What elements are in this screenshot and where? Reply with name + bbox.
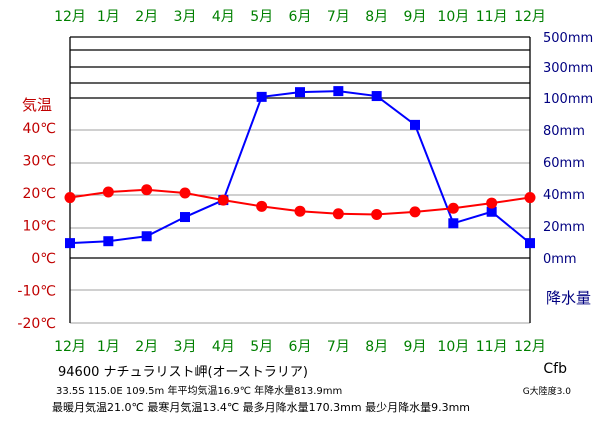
temperature-tick-label: -10℃ [17, 284, 56, 300]
month-label: 10月 [437, 339, 469, 355]
month-label: 2月 [135, 9, 158, 25]
temperature-point [256, 200, 268, 212]
month-label: 12月 [54, 339, 86, 355]
month-labels-bottom: 12月 1月 2月 3月 4月 5月 6月 7月 8月 9月 10月 11月 12月 [54, 339, 546, 355]
precipitation-point [525, 238, 535, 249]
temperature-point [217, 194, 229, 206]
precipitation-tick-label: 80mm [543, 124, 585, 139]
temperature-point [332, 208, 344, 220]
precipitation-point [256, 91, 267, 102]
temperature-point [64, 192, 76, 204]
precipitation-line [69, 90, 531, 245]
station-name: 94600 ナチュラリスト岬(オーストラリア) [58, 365, 308, 380]
month-label: 2月 [135, 339, 158, 355]
station-info-line-2: 最暖月気温21.0℃ 最寒月気温13.4℃ 最多月降水量170.3mm 最少月降… [52, 401, 471, 414]
chart-grid [70, 36, 530, 324]
temperature-tick-label: 20℃ [22, 186, 56, 202]
month-label: 4月 [212, 9, 235, 25]
continentality-index: G大陸度3.0 [522, 387, 571, 397]
month-label: 8月 [365, 9, 388, 25]
month-label: 5月 [250, 339, 273, 355]
month-label: 11月 [476, 9, 508, 25]
month-label: 9月 [404, 9, 427, 25]
month-label: 6月 [289, 339, 312, 355]
precipitation-point [65, 238, 75, 249]
temperature-point [524, 192, 536, 204]
chart-footer: 94600 ナチュラリスト岬(オーストラリア) 33.5S 115.0E 109… [0, 360, 611, 425]
temperature-tick-label: -20℃ [17, 316, 56, 332]
precipitation-point [141, 231, 152, 242]
precipitation-axis-title: 降水量 [546, 289, 591, 307]
month-label: 12月 [514, 9, 546, 25]
temperature-tick-label: 10℃ [22, 219, 56, 235]
temperature-series [64, 184, 536, 220]
precipitation-point [333, 86, 344, 97]
precipitation-point [295, 87, 305, 98]
precipitation-point [371, 91, 382, 102]
month-label: 4月 [212, 339, 235, 355]
month-label: 6月 [289, 9, 312, 25]
month-label: 5月 [250, 9, 273, 25]
temperature-point [294, 205, 306, 217]
month-label: 12月 [514, 339, 546, 355]
precipitation-point [180, 212, 190, 223]
temperature-point [486, 197, 498, 209]
temperature-point [447, 202, 459, 214]
temperature-point [371, 208, 383, 220]
precipitation-point [103, 236, 114, 247]
precipitation-point [410, 119, 420, 130]
precipitation-point [486, 206, 497, 217]
temperature-tick-label: 0℃ [31, 251, 56, 267]
chart-axes [69, 37, 531, 323]
month-label: 3月 [174, 339, 197, 355]
precipitation-tick-label: 100mm [543, 92, 593, 107]
precipitation-tick-label: 0mm [543, 252, 577, 267]
month-label: 9月 [404, 339, 427, 355]
month-label: 12月 [54, 9, 86, 25]
month-label: 7月 [327, 9, 350, 25]
precipitation-tick-label: 60mm [543, 156, 585, 171]
precipitation-tick-label: 40mm [543, 188, 585, 203]
temperature-point [102, 186, 114, 198]
month-label: 10月 [437, 9, 469, 25]
precipitation-tick-labels: 0mm 20mm 40mm 60mm 80mm 100mm 300mm 500mm [543, 31, 593, 267]
precipitation-tick-label: 300mm [543, 61, 593, 76]
month-label: 8月 [365, 339, 388, 355]
month-label: 1月 [97, 339, 120, 355]
temperature-point [141, 184, 153, 196]
precipitation-tick-label: 500mm [543, 31, 593, 46]
month-label: 1月 [97, 9, 120, 25]
temperature-tick-labels: 40℃ 30℃ 20℃ 10℃ 0℃ -10℃ -20℃ [17, 121, 56, 332]
month-label: 7月 [327, 339, 350, 355]
temperature-point [409, 206, 421, 218]
climate-classification: Cfb [543, 361, 567, 377]
precipitation-tick-label: 20mm [543, 220, 585, 235]
month-label: 11月 [476, 339, 508, 355]
climate-chart: 12月 1月 2月 3月 4月 5月 6月 7月 8月 9月 10月 11月 12月 12月 1月 2月 3月… [17, 9, 593, 355]
month-label: 3月 [174, 9, 197, 25]
temperature-tick-label: 30℃ [22, 154, 56, 170]
station-info-line-1: 33.5S 115.0E 109.5m 年平均気温16.9℃ 年降水量813.9… [56, 386, 343, 397]
temperature-point [179, 187, 191, 199]
month-labels-top: 12月 1月 2月 3月 4月 5月 6月 7月 8月 9月 10月 11月 12月 [54, 9, 546, 25]
temperature-tick-label: 40℃ [22, 121, 56, 137]
precipitation-series [65, 86, 535, 249]
temperature-axis-title: 気温 [22, 96, 52, 114]
precipitation-point [448, 218, 459, 229]
